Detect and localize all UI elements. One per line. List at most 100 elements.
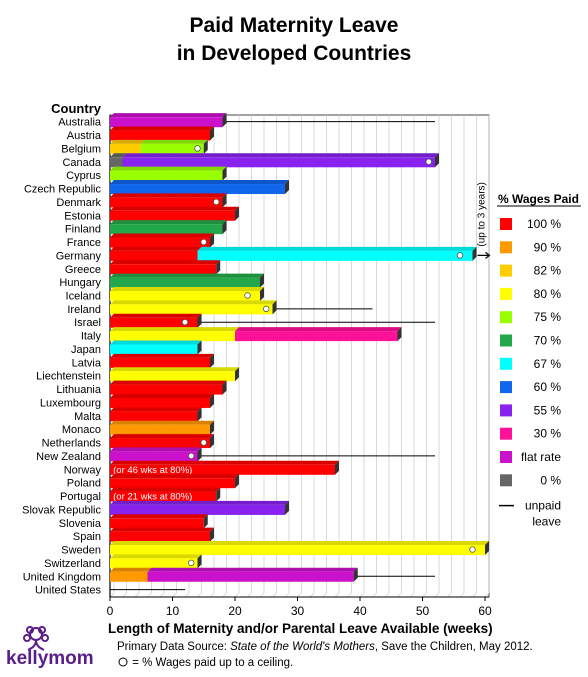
x-tick-label: 40: [353, 604, 367, 618]
country-label: Hungary: [59, 277, 101, 289]
bar-segment: [110, 290, 260, 301]
bar-side: [197, 554, 202, 569]
bar-segment: [110, 571, 148, 582]
grid-line-depth: [434, 592, 440, 598]
grid-line-depth: [309, 592, 315, 598]
logo-text: kellymom: [6, 648, 94, 669]
grid-line-depth: [422, 592, 427, 598]
country-label: Czech Republic: [24, 184, 102, 196]
legend-label: 75 %: [534, 310, 562, 324]
legend-swatch: [500, 311, 512, 324]
bar-top: [110, 380, 227, 385]
grid-line-depth: [147, 592, 152, 598]
country-label: Lithuania: [56, 384, 102, 396]
country-label: United Kingdom: [23, 571, 101, 583]
bar-side: [353, 567, 358, 582]
bar-segment: [110, 424, 210, 435]
kellymom-logo: kellymom: [6, 620, 106, 672]
country-label: Liechtenstein: [36, 371, 101, 383]
grid-line-depth: [334, 592, 340, 598]
grid-line-depth: [409, 592, 415, 598]
bar-segment: [110, 210, 235, 221]
bar-segment: [197, 250, 473, 261]
bar-segment: [110, 277, 260, 288]
bar-segment: [110, 143, 141, 154]
bar-segment: [110, 531, 210, 542]
country-label: France: [67, 237, 101, 249]
grid-line-depth: [397, 592, 402, 598]
country-header: Country: [51, 101, 102, 116]
ceiling-marker: [200, 439, 207, 446]
country-label: Iceland: [66, 290, 101, 302]
country-label: Japan: [71, 344, 101, 356]
ceiling-marker: [244, 292, 251, 299]
bar-side: [197, 340, 202, 355]
bar-segment: [110, 117, 223, 128]
legend-label: 70 %: [534, 334, 562, 348]
grid-line-depth: [484, 592, 490, 598]
bar-side: [260, 286, 264, 301]
bar-top: [110, 260, 221, 265]
bar-top: [110, 353, 214, 358]
bar-segment: [110, 371, 235, 382]
bar-side: [285, 500, 289, 515]
bar-side: [210, 434, 214, 449]
bar-side: [197, 407, 202, 422]
legend-unpaid-label: leave: [532, 515, 561, 529]
ceiling-note: = % Wages paid up to a ceiling.: [117, 656, 293, 669]
country-label: Malta: [74, 411, 102, 423]
bar-segment: [110, 250, 198, 261]
bar-side: [235, 367, 239, 382]
bar-side: [222, 166, 227, 181]
ceiling-marker: [263, 305, 270, 313]
bar-segment: [110, 478, 235, 489]
bar-segment: [110, 411, 198, 422]
country-label: Greece: [65, 264, 101, 276]
x-tick-label: 0: [107, 604, 114, 618]
bar-top: [110, 460, 339, 465]
bar-segment: [122, 157, 435, 168]
bar-side: [216, 260, 221, 275]
x-axis-label: Length of Maternity and/or Parental Leav…: [108, 621, 493, 636]
bar-top: [122, 153, 439, 158]
x-tick-label: 50: [416, 604, 430, 618]
country-label: Norway: [64, 464, 102, 476]
plot-area: 0 10 20 30 40 50 60 CountryAustraliaAustriaBelg…: [22, 101, 581, 618]
bar-top: [110, 273, 264, 278]
grid-line-depth: [134, 592, 140, 598]
country-label: Germany: [56, 250, 102, 262]
bar-top: [110, 126, 214, 131]
ceiling-marker: [181, 319, 189, 326]
bar-top: [110, 554, 202, 559]
bar-top: [110, 233, 214, 238]
bar-top: [110, 340, 202, 345]
bar-side: [210, 233, 214, 248]
ceiling-marker: [213, 198, 220, 206]
grid-line-depth: [222, 592, 227, 598]
country-label: Spain: [73, 531, 101, 543]
x-tick-label: 30: [291, 604, 305, 618]
bar-top: [110, 434, 214, 439]
country-label: Estonia: [64, 210, 102, 222]
legend-swatch: [500, 357, 512, 370]
bar-top: [110, 139, 145, 144]
legend-swatch: [500, 474, 512, 487]
bar-side: [210, 527, 214, 542]
bar-segment: [110, 491, 217, 502]
bar-side: [210, 353, 214, 368]
bar-segment: [110, 558, 198, 569]
country-label: Canada: [62, 157, 101, 169]
ceiling-marker: [200, 238, 207, 246]
country-label: Australia: [58, 117, 102, 129]
bar-segment: [110, 130, 210, 141]
bar-segment: [110, 304, 273, 315]
bar-top: [110, 541, 489, 546]
bar-top: [110, 206, 239, 211]
country-label: Monaco: [62, 424, 101, 436]
bar-side: [203, 514, 208, 529]
grid-line-depth: [197, 592, 202, 598]
bar-side: [222, 380, 227, 395]
source-note: Primary Data Source: State of the World'…: [117, 641, 533, 653]
bar-top: [110, 447, 202, 452]
bar-top: [110, 327, 239, 332]
